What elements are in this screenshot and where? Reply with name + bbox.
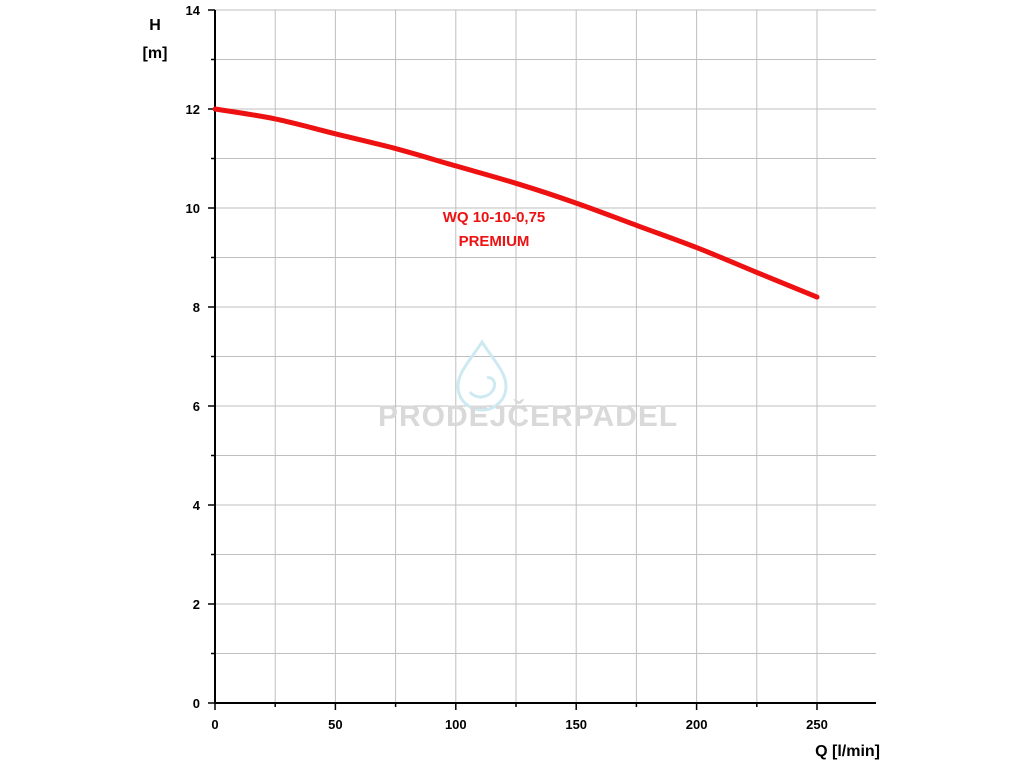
- water-drop-icon: [456, 339, 508, 412]
- y-tick-label: 0: [193, 696, 200, 711]
- annotation-line1: WQ 10-10-0,75: [443, 209, 546, 226]
- y-axis-label-symbol: H: [149, 17, 161, 34]
- y-tick-label: 10: [186, 201, 200, 216]
- watermark-text-b: ČERPADEL: [507, 399, 678, 433]
- x-tick-label: 50: [328, 717, 342, 732]
- y-tick-label: 6: [193, 399, 200, 414]
- x-tick-label: 100: [445, 717, 467, 732]
- y-axis-label-unit: [m]: [143, 45, 168, 62]
- x-axis-label: Q [l/min]: [815, 743, 880, 760]
- watermark: PRODEJČERPADEL: [378, 339, 678, 433]
- watermark-text: PRODEJČERPADEL: [378, 399, 678, 433]
- watermark-text-a: PRODEJ: [378, 400, 507, 433]
- tick-labels: 0 2 4 6 8 10 12 14 0 50 100 150 200 250: [186, 3, 828, 732]
- x-tick-label: 200: [686, 717, 708, 732]
- x-tick-label: 150: [565, 717, 587, 732]
- y-tick-label: 2: [193, 597, 200, 612]
- annotation-line2: PREMIUM: [459, 233, 530, 250]
- x-tick-label: 250: [806, 717, 828, 732]
- water-drop-swirl: [468, 376, 496, 399]
- y-tick-label: 12: [186, 102, 200, 117]
- x-tick-label: 0: [211, 717, 218, 732]
- y-tick-label: 4: [193, 498, 201, 513]
- axes-layer: [208, 9, 876, 710]
- y-tick-label: 8: [193, 300, 200, 315]
- grid-layer: [215, 9, 876, 703]
- series-line: [212, 106, 820, 300]
- y-tick-label: 14: [186, 3, 201, 18]
